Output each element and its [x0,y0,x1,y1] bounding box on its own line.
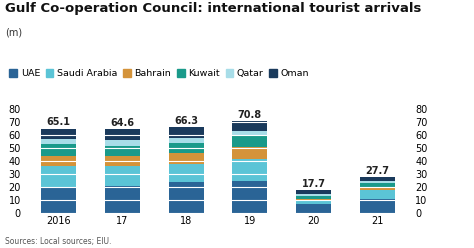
Bar [105,186,140,213]
Bar [232,159,267,181]
Bar [41,156,76,166]
Bar [232,121,267,131]
Bar [360,199,395,213]
Bar [296,204,331,213]
Bar [105,156,140,166]
Bar [105,140,140,146]
Bar [296,200,331,204]
Bar [41,139,76,144]
Legend: UAE, Saudi Arabia, Bahrain, Kuwait, Qatar, Oman: UAE, Saudi Arabia, Bahrain, Kuwait, Qata… [9,69,310,78]
Bar [360,177,395,181]
Bar [169,153,204,164]
Bar [105,129,140,140]
Bar [232,136,267,147]
Bar [105,146,140,156]
Text: (m): (m) [5,27,22,37]
Bar [169,127,204,138]
Bar [232,181,267,213]
Bar [360,190,395,199]
Text: 65.1: 65.1 [47,118,71,127]
Bar [360,186,395,190]
Bar [296,194,331,196]
Bar [169,182,204,213]
Text: Sources: Local sources; EIU.: Sources: Local sources; EIU. [5,237,111,246]
Bar [296,199,331,200]
Bar [169,138,204,143]
Text: 27.7: 27.7 [365,166,389,176]
Bar [41,166,76,187]
Bar [232,147,267,159]
Bar [360,181,395,183]
Text: Gulf Co-operation Council: international tourist arrivals: Gulf Co-operation Council: international… [5,2,421,15]
Bar [360,183,395,186]
Bar [232,131,267,136]
Bar [41,128,76,139]
Bar [105,166,140,186]
Text: 70.8: 70.8 [238,110,262,120]
Text: 64.6: 64.6 [110,118,135,128]
Text: 66.3: 66.3 [174,116,198,126]
Text: 17.7: 17.7 [301,179,326,189]
Bar [169,164,204,182]
Bar [169,143,204,153]
Bar [296,196,331,199]
Bar [41,144,76,156]
Bar [41,187,76,213]
Bar [296,190,331,194]
